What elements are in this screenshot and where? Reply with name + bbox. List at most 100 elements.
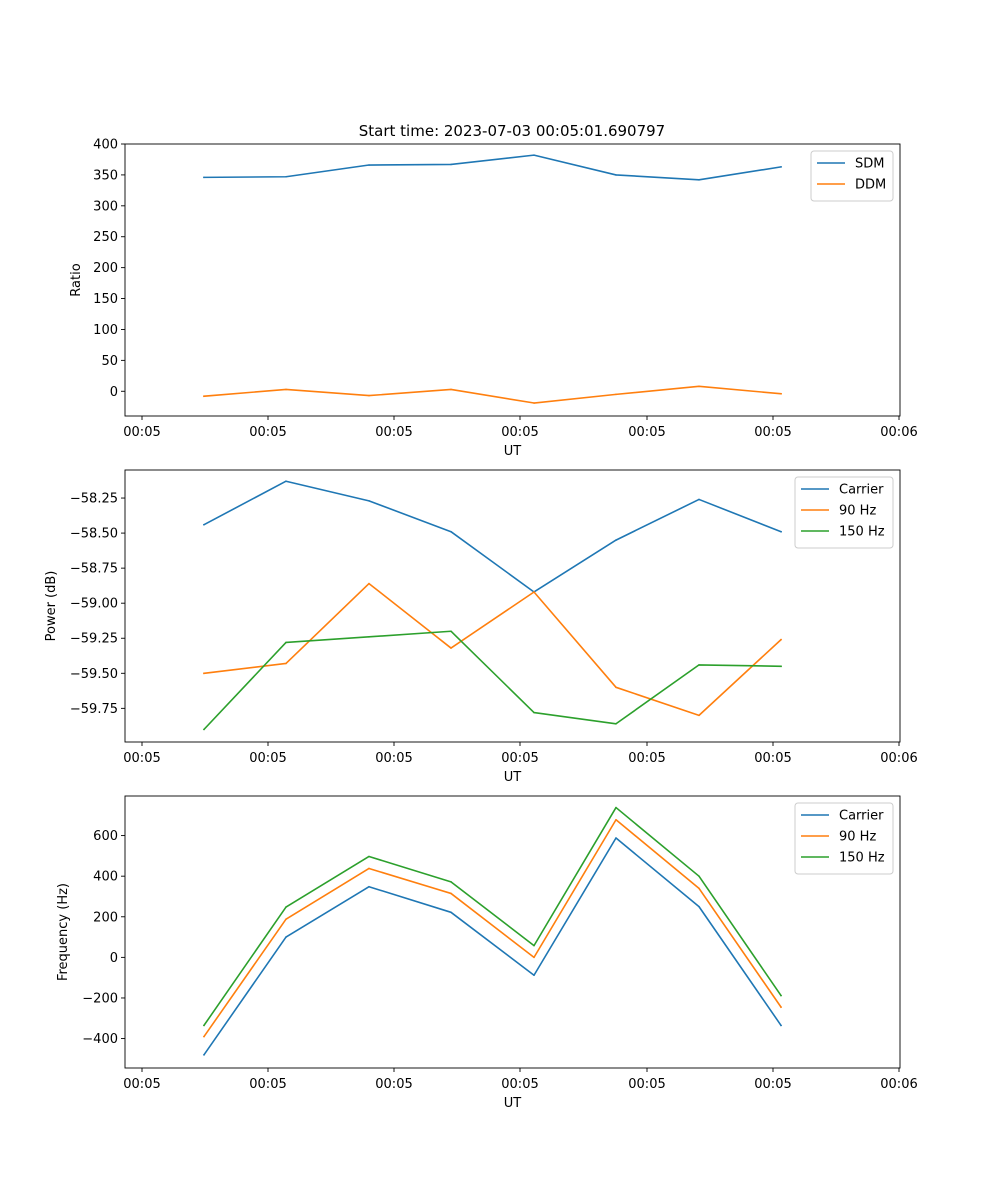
x-tick-label: 00:05 (628, 1077, 665, 1092)
data-point (203, 176, 205, 179)
data-point (615, 818, 617, 821)
y-tick-label: −58.50 (70, 527, 118, 542)
x-tick-label: 00:05 (628, 425, 665, 440)
data-point (533, 591, 535, 593)
data-point (285, 480, 287, 483)
data-point (615, 806, 617, 809)
data-point (450, 163, 452, 166)
data-point (698, 498, 700, 501)
data-point (368, 582, 370, 585)
x-tick-label: 00:05 (249, 425, 286, 440)
y-tick-label: −58.25 (70, 492, 118, 507)
y-tick-label: 200 (93, 261, 118, 276)
x-tick-label: 00:05 (123, 751, 160, 766)
axes-frame (124, 469, 901, 743)
subplot-1: 0 50 100 150 200 250 300 350 400 00:05 00:05 00:05 0… (69, 138, 918, 460)
y-tick-label: 600 (93, 829, 118, 844)
data-point (368, 394, 370, 397)
axes-frame (124, 795, 901, 1069)
x-axis-label: UT (504, 1096, 522, 1111)
y-axis-label: Frequency (Hz) (56, 883, 71, 981)
legend: SDM DDM (810, 150, 894, 202)
series-line-150-hz (202, 806, 783, 1027)
data-point (615, 539, 617, 541)
x-tick-label: 00:05 (249, 1077, 286, 1092)
y-tick-label: −59.00 (70, 597, 118, 612)
data-point (368, 855, 370, 858)
data-point (533, 956, 535, 959)
y-tick-label: 400 (93, 870, 118, 885)
x-tick-label: 00:05 (754, 425, 791, 440)
data-point (615, 174, 617, 176)
subplot-3: −400 −200 0 200 400 600 00:05 00:05 00:05 00:05 00… (56, 795, 918, 1111)
y-tick-label: −59.50 (70, 667, 118, 682)
y-tick-label: 350 (93, 168, 118, 183)
data-point (203, 1035, 205, 1038)
legend-label: DDM (855, 178, 886, 193)
x-tick-label: 00:06 (880, 1077, 917, 1092)
x-tick-label: 00:05 (754, 1077, 791, 1092)
y-axis-label: Power (dB) (44, 571, 59, 642)
x-tick-label: 00:05 (501, 751, 538, 766)
data-point (450, 530, 452, 533)
data-point (203, 728, 205, 731)
legend-label: 150 Hz (839, 525, 885, 540)
data-point (203, 1024, 205, 1027)
y-tick-label: 150 (93, 292, 118, 307)
y-tick-label: 200 (93, 910, 118, 925)
series-line-150-hz (202, 630, 782, 731)
data-point (780, 1024, 782, 1027)
data-point (698, 385, 700, 388)
data-point (450, 630, 452, 633)
y-tick-label: 400 (93, 138, 118, 153)
y-tick-label: −400 (82, 1032, 118, 1047)
x-tick-label: 00:05 (501, 1077, 538, 1092)
y-tick-label: 100 (93, 323, 118, 338)
x-tick-label: 00:05 (754, 751, 791, 766)
legend: Carrier 90 Hz 150 Hz (794, 476, 894, 549)
legend-label: 90 Hz (839, 830, 876, 845)
y-tick-label: 300 (93, 199, 118, 214)
legend-label: 90 Hz (839, 504, 876, 519)
series-line-carrier (202, 837, 783, 1056)
x-tick-label: 00:05 (375, 425, 412, 440)
data-point (285, 906, 287, 908)
x-tick-label: 00:05 (375, 1077, 412, 1092)
x-tick-label: 00:05 (123, 1077, 160, 1092)
data-point (615, 837, 617, 839)
data-point (698, 887, 700, 890)
data-point (285, 175, 287, 178)
data-point (533, 944, 535, 947)
data-point (450, 911, 452, 914)
data-point (450, 892, 452, 895)
series-line-sdm (203, 154, 782, 181)
data-point (368, 867, 370, 870)
data-point (698, 179, 700, 181)
data-point (285, 641, 287, 644)
y-tick-label: −200 (82, 991, 118, 1006)
data-point (780, 1006, 782, 1008)
data-point (285, 388, 287, 391)
data-point (533, 154, 535, 156)
y-tick-label: −59.75 (70, 702, 118, 717)
subplots: 0 50 100 150 200 250 300 350 400 00:05 00:05 00:05 0… (44, 138, 918, 1112)
data-point (780, 994, 782, 997)
data-point (203, 395, 205, 398)
series-line-90-hz (202, 818, 783, 1038)
y-tick-label: −58.75 (70, 562, 118, 577)
data-point (533, 402, 535, 404)
y-tick-label: 0 (110, 385, 118, 400)
x-tick-label: 00:05 (123, 425, 160, 440)
data-point (450, 881, 452, 883)
data-point (203, 523, 205, 526)
series-line-ddm (203, 385, 782, 404)
data-point (450, 647, 452, 649)
data-point (780, 530, 782, 533)
series-line-carrier (202, 480, 783, 593)
legend-label: 150 Hz (839, 851, 885, 866)
data-point (285, 936, 287, 938)
data-point (203, 1054, 205, 1056)
x-tick-label: 00:05 (375, 751, 412, 766)
legend-label: SDM (855, 157, 884, 172)
